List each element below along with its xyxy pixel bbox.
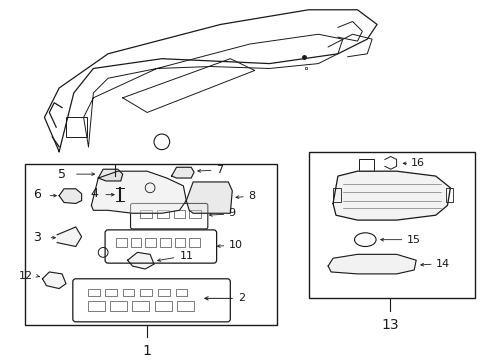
Bar	[122, 289, 134, 296]
Polygon shape	[186, 182, 232, 213]
Bar	[140, 289, 152, 296]
Text: 5: 5	[58, 168, 66, 181]
Polygon shape	[332, 171, 449, 220]
Text: 12: 12	[19, 271, 33, 281]
Bar	[308, 152, 474, 298]
Bar	[160, 238, 170, 247]
Polygon shape	[91, 171, 186, 213]
Polygon shape	[327, 254, 415, 274]
Polygon shape	[171, 167, 194, 178]
Polygon shape	[42, 272, 66, 289]
Text: 11: 11	[179, 251, 193, 261]
Bar	[174, 238, 185, 247]
Text: 4: 4	[90, 187, 98, 200]
Bar	[189, 238, 200, 247]
Polygon shape	[127, 252, 154, 269]
Polygon shape	[57, 227, 81, 247]
Text: 14: 14	[435, 259, 449, 269]
Bar	[173, 210, 185, 218]
Text: 2: 2	[238, 293, 245, 303]
Bar	[157, 210, 168, 218]
Text: 8: 8	[247, 191, 255, 201]
Bar	[110, 301, 126, 311]
Text: 9: 9	[228, 208, 235, 218]
Text: 7: 7	[215, 165, 223, 175]
Bar	[88, 301, 105, 311]
Text: 1: 1	[142, 344, 151, 358]
Bar	[158, 289, 169, 296]
Polygon shape	[59, 189, 81, 203]
Text: 10: 10	[228, 239, 242, 249]
Bar	[130, 238, 141, 247]
Polygon shape	[98, 169, 122, 181]
Bar	[116, 238, 126, 247]
Bar	[189, 210, 201, 218]
Bar	[177, 301, 194, 311]
Bar	[332, 188, 340, 202]
Bar	[105, 289, 117, 296]
Text: 6: 6	[33, 188, 41, 201]
Bar	[359, 159, 373, 171]
Bar	[132, 301, 149, 311]
Bar	[155, 301, 171, 311]
Bar	[445, 188, 452, 202]
Bar	[145, 238, 156, 247]
Bar	[140, 210, 152, 218]
Bar	[25, 165, 277, 325]
Bar	[66, 117, 87, 137]
Text: 13: 13	[380, 318, 398, 332]
Text: 3: 3	[33, 231, 41, 244]
Text: 16: 16	[410, 158, 425, 168]
Text: 15: 15	[406, 235, 420, 245]
Bar	[88, 289, 100, 296]
Bar	[175, 289, 187, 296]
